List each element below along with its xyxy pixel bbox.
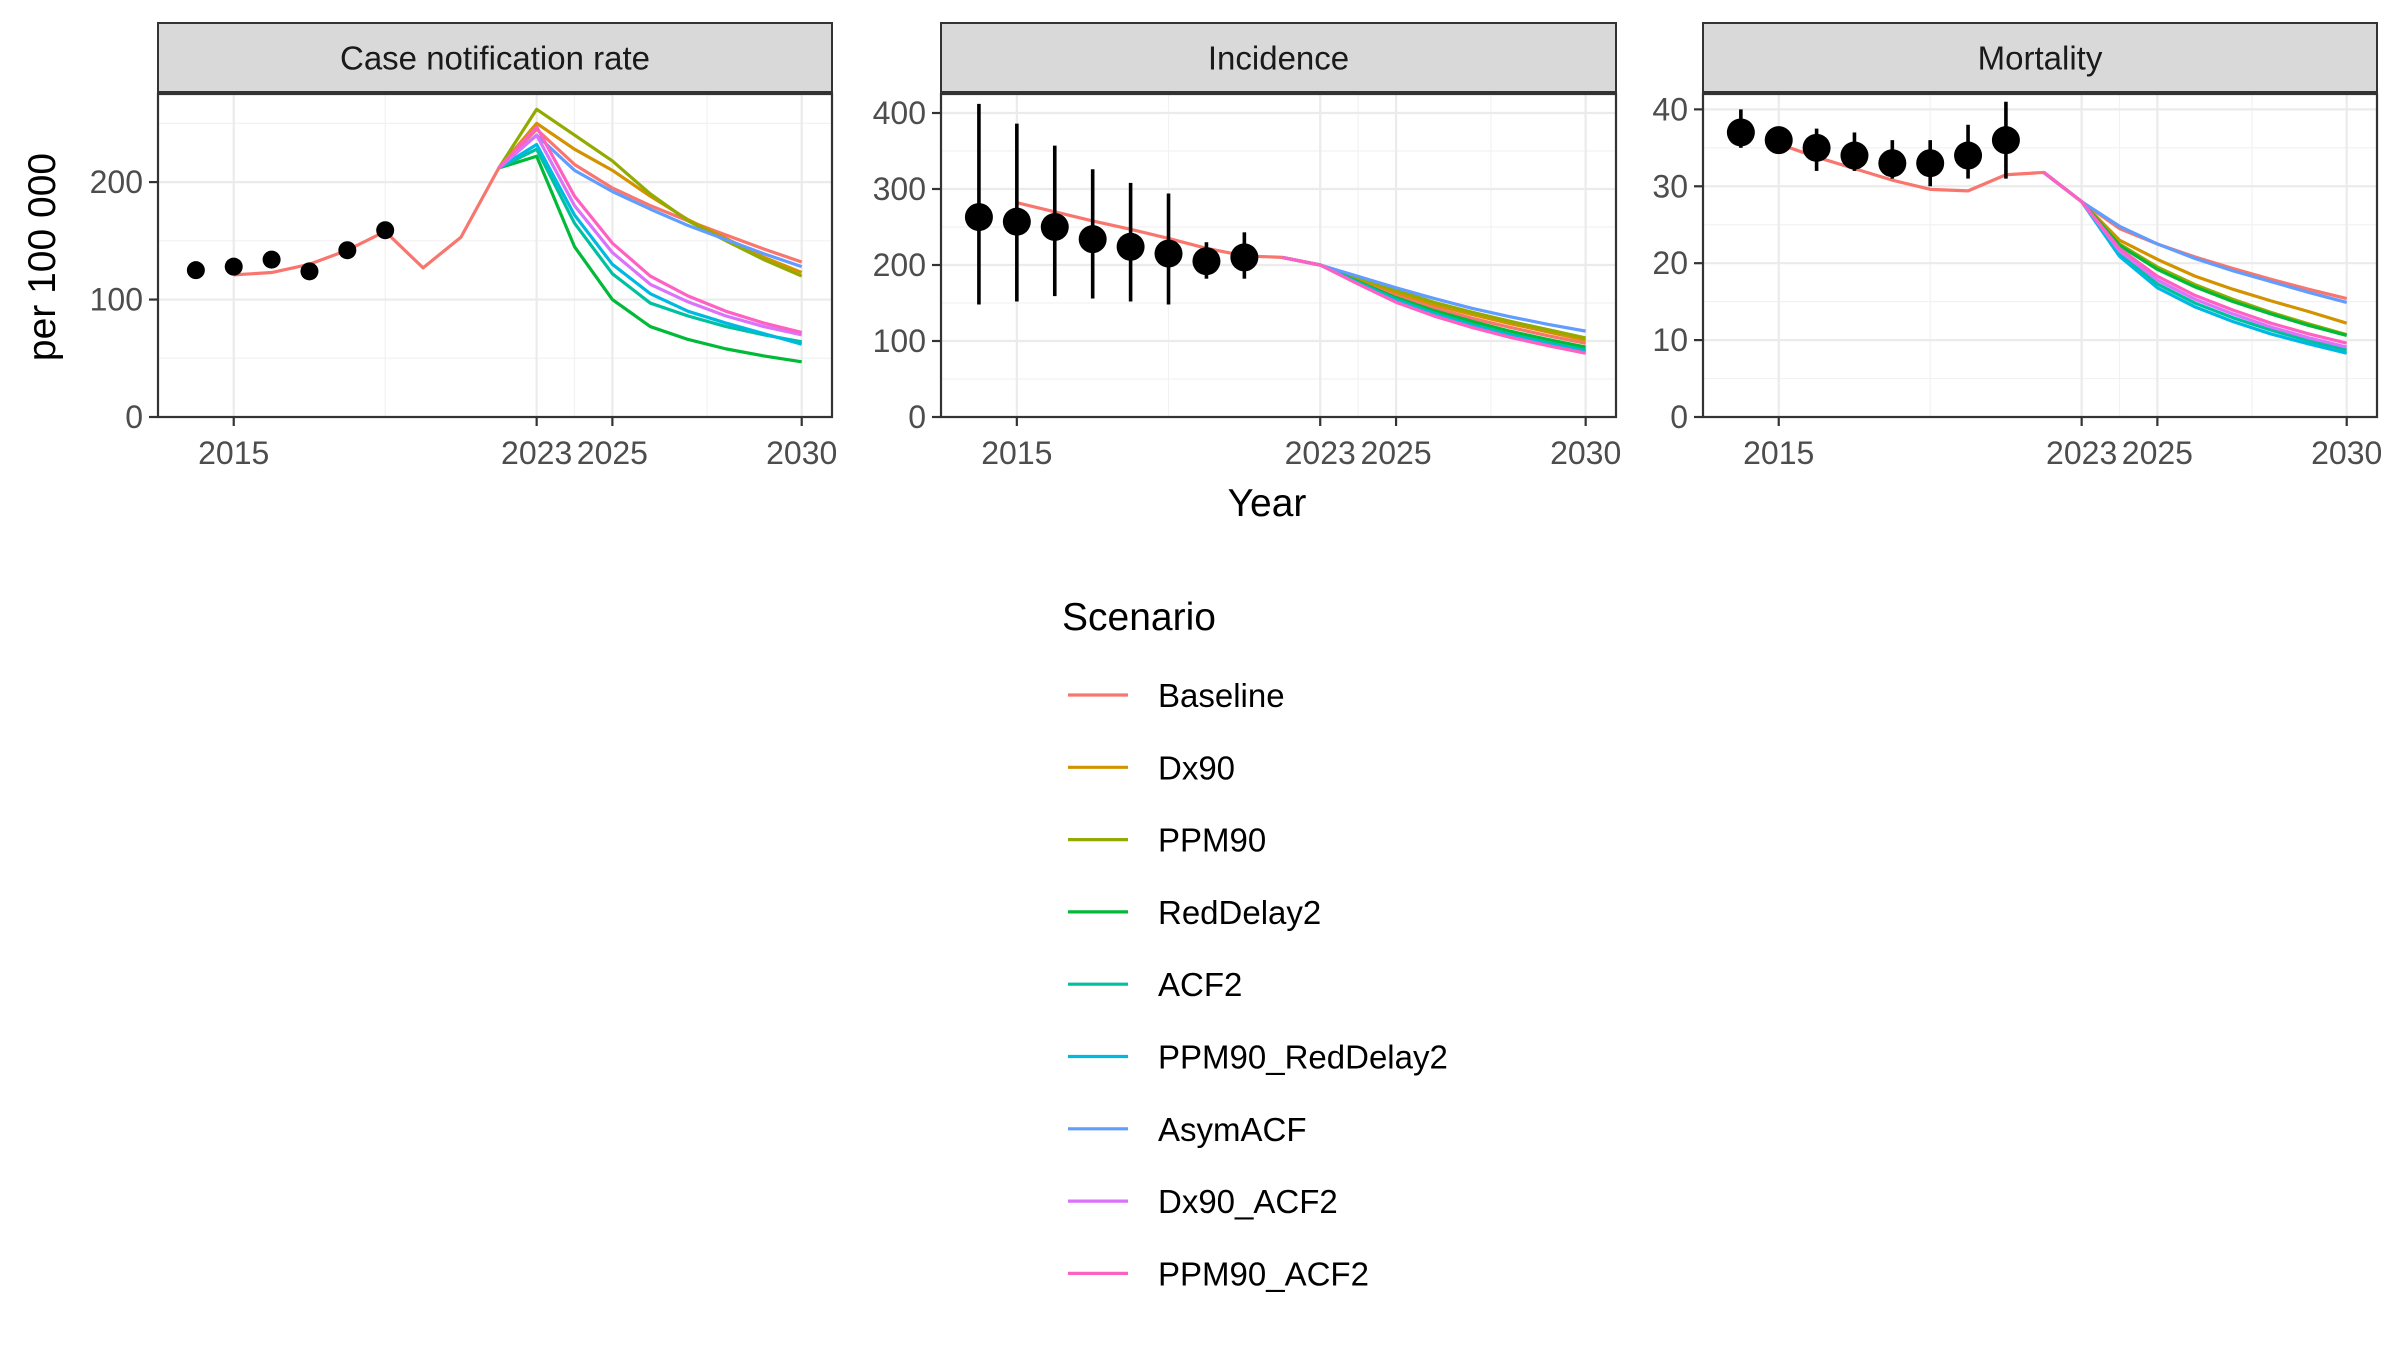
facet-strip	[1702, 22, 2378, 93]
facet-strip	[940, 22, 1617, 93]
legend-label-acf2: ACF2	[1158, 966, 1242, 1003]
observed-point	[1078, 225, 1107, 254]
legend-title: Scenario	[1062, 596, 1216, 639]
observed-point	[300, 262, 319, 281]
y-tick-label: 0	[125, 399, 143, 435]
observed-point	[1802, 133, 1831, 162]
x-tick-label: 2025	[2122, 435, 2193, 471]
y-tick-label: 200	[90, 164, 143, 200]
y-tick-label: 400	[873, 95, 926, 131]
y-tick-label: 100	[873, 323, 926, 359]
panel-border	[1701, 92, 2379, 419]
y-tick-label: 300	[873, 171, 926, 207]
legend-label-dx90-acf2: Dx90_ACF2	[1158, 1183, 1338, 1220]
x-tick-label: 2015	[1743, 435, 1814, 471]
series-line-baseline	[497, 127, 803, 264]
x-tick-label: 2030	[766, 435, 837, 471]
x-tick-label: 2015	[981, 435, 1052, 471]
facet-title: Mortality	[1978, 40, 2103, 77]
y-tick-label: 40	[1652, 91, 1688, 127]
x-tick-label: 2015	[198, 435, 269, 471]
observed-point	[964, 203, 993, 232]
y-tick-label: 100	[90, 282, 143, 318]
y-tick-label: 20	[1652, 245, 1688, 281]
y-tick-label: 30	[1652, 168, 1688, 204]
observed-point	[1154, 239, 1183, 268]
series-line-ppm90	[497, 107, 803, 278]
observed-point	[1002, 207, 1031, 236]
legend: Scenario Baseline Dx90 PPM90 RedDelay2 ACF2 P…	[1062, 596, 1448, 1292]
panel-2: Incidence 0 100 200 300 400 2015 2023 2025 2030	[873, 22, 1621, 471]
plot-background	[158, 94, 832, 417]
y-tick-label: 10	[1652, 322, 1688, 358]
panel-border	[156, 92, 834, 419]
legend-label-baseline: Baseline	[1158, 677, 1285, 714]
legend-label-ppm90-reddelay2: PPM90_RedDelay2	[1158, 1039, 1448, 1076]
facet-strip	[157, 22, 833, 93]
observed-point	[338, 241, 357, 260]
series-line-reddelay2	[498, 154, 802, 364]
facet-title: Case notification rate	[340, 40, 650, 77]
series-line-ppm90-acf2	[2042, 171, 2348, 345]
x-tick-label: 2023	[501, 435, 572, 471]
legend-label-dx90: Dx90	[1158, 749, 1235, 786]
series-line-ppm90-reddelay2	[497, 142, 803, 346]
series-line-ppm90-acf2	[497, 125, 803, 334]
observed-point	[1954, 141, 1983, 170]
x-tick-label: 2025	[577, 435, 648, 471]
observed-point	[376, 221, 395, 240]
series-line-acf2	[498, 147, 803, 344]
observed-point	[1040, 213, 1069, 241]
panel-1: Case notification rate 0 100 200 2015 2023 202…	[90, 22, 837, 471]
y-tick-label: 0	[908, 399, 926, 435]
observed-point	[224, 257, 243, 276]
facet-title: Incidence	[1208, 40, 1349, 77]
observed-point	[1230, 243, 1259, 272]
x-tick-label: 2025	[1360, 435, 1431, 471]
series-line-dx90	[497, 121, 803, 275]
x-tick-label: 2023	[2046, 435, 2117, 471]
series-line-baseline-history	[1778, 142, 2083, 203]
observed-point	[1991, 126, 2020, 155]
observed-point	[186, 261, 205, 280]
observed-point	[1840, 141, 1869, 170]
observed-point	[1878, 149, 1907, 178]
legend-label-ppm90-acf2: PPM90_ACF2	[1158, 1255, 1369, 1292]
x-tick-label: 2030	[1550, 435, 1621, 471]
observed-point	[1916, 149, 1945, 178]
legend-label-asymacf: AsymACF	[1158, 1111, 1307, 1148]
x-tick-label: 2030	[2311, 435, 2382, 471]
series-line-ppm90-acf2	[1281, 255, 1586, 355]
observed-point	[1764, 126, 1793, 155]
x-axis-title: Year	[1228, 482, 1307, 525]
series-line-dx90-acf2	[497, 133, 803, 337]
x-tick-label: 2023	[1285, 435, 1356, 471]
observed-point	[1116, 232, 1145, 261]
series-line-asymacf	[1281, 255, 1586, 333]
series-line-asymacf	[2042, 171, 2348, 304]
y-tick-label: 0	[1670, 399, 1688, 435]
y-tick-label: 200	[873, 247, 926, 283]
y-axis-title: per 100 000	[21, 153, 64, 361]
observed-point	[1726, 118, 1755, 147]
observed-point	[262, 250, 281, 269]
observed-point	[1192, 247, 1221, 276]
legend-label-ppm90: PPM90	[1158, 822, 1266, 859]
legend-label-reddelay2: RedDelay2	[1158, 894, 1321, 931]
plot-background	[941, 94, 1616, 417]
panel-border	[939, 92, 1618, 419]
